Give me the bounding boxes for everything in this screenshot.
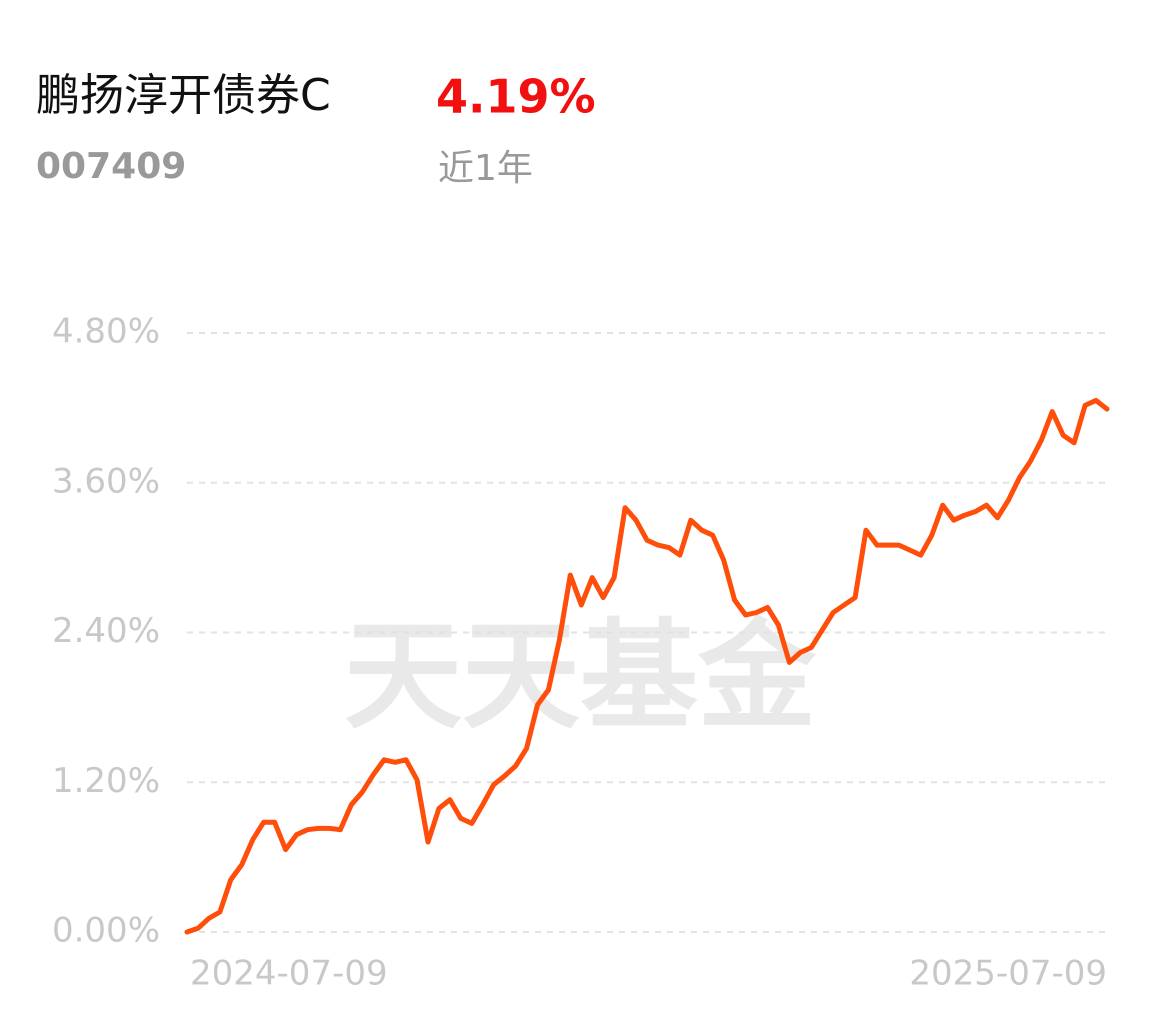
fund-code: 007409 <box>36 146 186 187</box>
period-label: 近1年 <box>438 148 533 189</box>
fund-return: 4.19% <box>436 70 596 124</box>
y-tick-label: 4.80% <box>52 312 160 352</box>
y-tick-label: 0.00% <box>52 911 160 951</box>
line-series <box>184 397 1110 935</box>
fund-name: 鹏扬淳开债券C <box>36 70 331 121</box>
x-tick-label: 2024-07-09 <box>190 954 388 994</box>
y-tick-label: 2.40% <box>52 611 160 651</box>
y-tick-label: 3.60% <box>52 461 160 501</box>
watermark: 天天基金 <box>344 607 817 745</box>
y-tick-label: 1.20% <box>52 761 160 801</box>
x-tick-label: 2025-07-09 <box>909 954 1107 994</box>
